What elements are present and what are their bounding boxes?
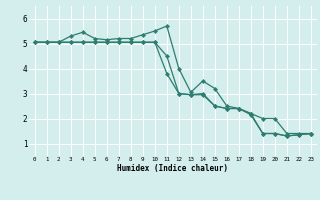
- X-axis label: Humidex (Indice chaleur): Humidex (Indice chaleur): [117, 164, 228, 173]
